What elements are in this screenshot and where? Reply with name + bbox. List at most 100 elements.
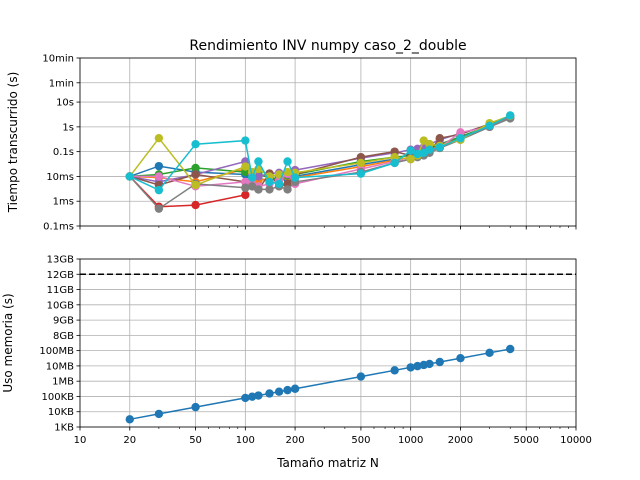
memory-y-axis-label: Uso memoria (s) <box>1 293 15 392</box>
time-point <box>247 173 257 182</box>
time-point <box>191 163 200 173</box>
time-point <box>191 139 200 149</box>
memory-point <box>247 392 257 401</box>
time-point <box>406 154 415 164</box>
memory-series-1 <box>125 344 515 424</box>
memory-point <box>265 389 274 398</box>
time-point <box>274 179 284 189</box>
memory-point <box>125 415 134 424</box>
time-point <box>283 185 292 194</box>
memory-plot-frame <box>79 258 577 428</box>
memory-y-tick-label: 12GB <box>47 270 74 281</box>
memory-y-tick-label: 100KB <box>41 392 74 403</box>
time-series <box>125 111 515 213</box>
time-point <box>265 177 274 187</box>
time-x-ticks <box>79 226 577 230</box>
time-point <box>356 158 366 168</box>
time-y-ticks: 0.1ms 1ms 10ms 0.1s 1s 10s 1min 10min <box>42 54 80 233</box>
x-axis-label: Tamaño matriz N <box>276 456 379 470</box>
memory-y-tick-label: 8GB <box>53 331 74 342</box>
time-point <box>283 157 292 166</box>
memory-series <box>125 344 515 424</box>
memory-y-ticks: 1KB 10KB 100KB 1MB 10MB 100MB 8GB 9GB 10GB 11GB 12… <box>39 255 80 434</box>
time-point <box>456 133 465 143</box>
memory-point <box>356 372 366 381</box>
time-point <box>425 145 434 154</box>
time-y-tick-label: 10min <box>42 54 74 65</box>
memory-y-tick-label: 9GB <box>53 316 74 327</box>
memory-point <box>254 391 263 400</box>
x-tick-label: 10000 <box>560 435 592 446</box>
time-point <box>154 204 164 213</box>
time-point <box>413 149 422 159</box>
time-point <box>356 152 366 162</box>
memory-y-tick-label: 13GB <box>47 255 74 266</box>
memory-point <box>274 387 284 396</box>
x-tick-label: 200 <box>286 435 305 446</box>
chart-title: Rendimiento INV numpy caso_2_double <box>189 38 466 54</box>
x-tick-label: 20 <box>123 435 136 446</box>
time-point <box>254 157 263 166</box>
memory-point <box>283 385 292 395</box>
time-point <box>191 180 200 190</box>
time-y-tick-label: 10s <box>56 98 74 109</box>
time-point <box>154 172 164 181</box>
time-point <box>485 121 494 131</box>
memory-y-tick-label: 100MB <box>39 346 74 357</box>
time-series-10 <box>125 111 515 195</box>
time-y-tick-label: 0.1ms <box>43 222 74 233</box>
memory-point <box>290 384 300 393</box>
time-point <box>191 200 200 210</box>
memory-y-tick-label: 10MB <box>46 361 74 372</box>
time-point <box>254 185 263 194</box>
time-point <box>241 183 250 192</box>
time-point <box>390 158 399 168</box>
time-point <box>154 185 164 195</box>
memory-point <box>425 359 434 369</box>
time-point <box>406 146 415 155</box>
time-y-tick-label: 1min <box>49 78 74 89</box>
time-point <box>154 161 164 171</box>
time-y-tick-label: 10ms <box>46 172 74 183</box>
time-point <box>241 162 250 171</box>
time-point <box>125 172 134 181</box>
memory-panel: 10 20 50 100 200 500 1000 2000 5000 10000 1KB 10KB… <box>1 255 592 471</box>
time-y-tick-label: 0.1s <box>53 147 74 158</box>
time-y-tick-label: 1s <box>62 122 74 133</box>
time-point <box>435 133 444 143</box>
x-tick-label: 500 <box>351 435 370 446</box>
time-point <box>356 169 366 178</box>
time-point <box>241 177 250 187</box>
time-point <box>247 182 257 191</box>
time-point <box>390 152 399 162</box>
time-point <box>154 133 164 143</box>
time-point <box>283 167 292 177</box>
x-tick-label: 5000 <box>514 435 539 446</box>
memory-point <box>241 393 250 403</box>
x-tick-label: 10 <box>74 435 87 446</box>
memory-point <box>154 409 164 419</box>
memory-y-tick-label: 1KB <box>54 423 74 434</box>
memory-y-tick-label: 11GB <box>47 285 74 296</box>
time-point <box>191 170 200 179</box>
memory-y-tick-label: 10GB <box>47 300 74 311</box>
time-point <box>241 136 250 145</box>
time-point <box>241 190 250 200</box>
time-y-tick-label: 1ms <box>53 197 74 208</box>
memory-point <box>390 366 399 375</box>
memory-point <box>456 353 465 363</box>
time-point <box>290 173 300 182</box>
memory-y-tick-label: 1MB <box>52 377 74 388</box>
time-panel: 0.1ms 1ms 10ms 0.1s 1s 10s 1min 10min Rendimien… <box>6 38 577 233</box>
time-point <box>265 185 274 194</box>
memory-point <box>191 402 200 412</box>
memory-y-tick-label: 10KB <box>48 407 74 418</box>
time-point <box>506 111 515 120</box>
memory-x-ticks: 10 20 50 100 200 500 1000 2000 5000 10000 <box>74 427 592 446</box>
x-tick-label: 50 <box>189 435 202 446</box>
x-tick-label: 100 <box>236 435 255 446</box>
x-tick-label: 2000 <box>448 435 473 446</box>
time-plot-frame <box>79 57 577 227</box>
